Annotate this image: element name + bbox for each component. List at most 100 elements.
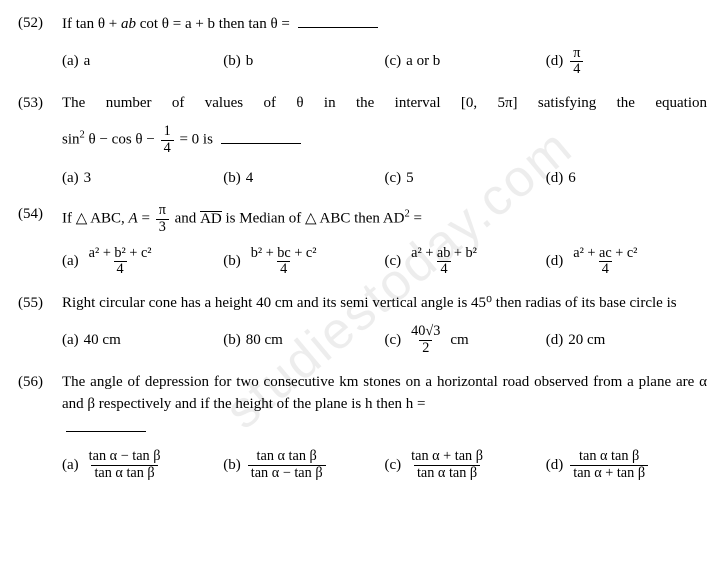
q52-ab: ab (121, 16, 136, 32)
qnum-56: (56) (18, 371, 62, 394)
q54-opt-c[interactable]: (c) a² + ab + b²4 (385, 246, 546, 278)
t3: is Median of △ ABC then AD (222, 211, 405, 227)
opt-val: 3 (84, 167, 92, 190)
opt-label: (c) (385, 50, 402, 73)
q52-opt-d[interactable]: (d) π4 (546, 46, 707, 78)
q52-opt-c[interactable]: (c) a or b (385, 50, 546, 73)
frac-num: 1 (161, 124, 174, 140)
opt-val: a (84, 50, 91, 73)
qnum-52: (52) (18, 12, 62, 35)
frac-den: 4 (277, 261, 290, 278)
frac-den: 2 (419, 340, 432, 357)
fraction: tan α tan βtan α + tan β (570, 449, 648, 481)
q53-opt-a[interactable]: (a) 3 (62, 167, 223, 190)
fraction: tan α tan βtan α − tan β (248, 449, 326, 481)
t4: = (410, 211, 422, 227)
q56-opt-b[interactable]: (b) tan α tan βtan α − tan β (223, 449, 384, 481)
blank-line (221, 128, 301, 144)
qtext-56: The angle of depression for two consecut… (62, 371, 707, 440)
opt-val: 40 cm (84, 329, 121, 352)
fraction: π3 (156, 203, 169, 235)
fraction: b² + bc + c²4 (248, 246, 320, 278)
opt-label: (b) (223, 167, 241, 190)
frac-den: 4 (570, 61, 583, 78)
opt-val: b (246, 50, 254, 73)
question-54: (54) If △ ABC, A = π3 and AD is Median o… (18, 203, 707, 278)
t2: and (171, 211, 200, 227)
opt-label: (b) (223, 50, 241, 73)
frac-num: 40√3 (408, 324, 443, 340)
q53-opt-b[interactable]: (b) 4 (223, 167, 384, 190)
frac-den: tan α tan β (414, 465, 480, 482)
frac-num: tan α − tan β (86, 449, 164, 465)
q52-text-before: If tan θ + (62, 16, 121, 32)
frac-den: 4 (437, 261, 450, 278)
eq: = (138, 211, 154, 227)
q56-opt-a[interactable]: (a) tan α − tan βtan α tan β (62, 449, 223, 481)
question-53: (53) The number of values of θ in the in… (18, 92, 707, 189)
opt-label: (d) (546, 454, 564, 477)
question-55: (55) Right circular cone has a height 40… (18, 292, 707, 357)
frac-den: 4 (114, 261, 127, 278)
qtext-54: If △ ABC, A = π3 and AD is Median of △ A… (62, 203, 707, 235)
q52-text-mid: cot θ = a + b then tan θ = (136, 16, 294, 32)
q56-opt-c[interactable]: (c) tan α + tan βtan α tan β (385, 449, 546, 481)
qtext-55: Right circular cone has a height 40 cm a… (62, 292, 707, 315)
frac-den: tan α + tan β (570, 465, 648, 482)
opt-val: 6 (568, 167, 576, 190)
question-52: (52) If tan θ + ab cot θ = a + b then ta… (18, 12, 707, 78)
opt-label: (c) (385, 454, 402, 477)
frac-den: 4 (161, 140, 174, 157)
frac-den: tan α − tan β (248, 465, 326, 482)
q55-opt-b[interactable]: (b) 80 cm (223, 329, 384, 352)
q56-opt-d[interactable]: (d) tan α tan βtan α + tan β (546, 449, 707, 481)
fraction: 40√32 (408, 324, 443, 356)
opt-label: (b) (223, 250, 241, 273)
q54-opt-b[interactable]: (b) b² + bc + c²4 (223, 246, 384, 278)
q52-opt-b[interactable]: (b) b (223, 50, 384, 73)
frac-num: a² + b² + c² (86, 246, 155, 262)
q55-opt-a[interactable]: (a) 40 cm (62, 329, 223, 352)
opt-label: (b) (223, 454, 241, 477)
opt-label: (d) (546, 50, 564, 73)
opt-label: (a) (62, 454, 79, 477)
qtext-53-eq: sin2 θ − cos θ − 14 = 0 is (62, 124, 707, 156)
eq-right: = 0 is (176, 132, 217, 148)
q54-opt-d[interactable]: (d) a² + ac + c²4 (546, 246, 707, 278)
fraction: π4 (570, 46, 583, 78)
frac-den: 3 (156, 219, 169, 236)
qnum-55: (55) (18, 292, 62, 315)
qtext-53-line1: The number of values of θ in the interva… (62, 92, 707, 115)
q54-opt-a[interactable]: (a) a² + b² + c²4 (62, 246, 223, 278)
t1: If △ ABC, (62, 211, 129, 227)
blank-line (66, 416, 146, 432)
frac-den: 4 (599, 261, 612, 278)
opt-label: (a) (62, 329, 79, 352)
question-56: (56) The angle of depression for two con… (18, 371, 707, 482)
opt-label: (a) (62, 167, 79, 190)
opt-val: 4 (246, 167, 254, 190)
frac-num: a² + ab + b² (408, 246, 480, 262)
q52-opt-a[interactable]: (a) a (62, 50, 223, 73)
q56-text: The angle of depression for two consecut… (62, 374, 707, 413)
qnum-53: (53) (18, 92, 62, 115)
frac-num: tan α tan β (576, 449, 642, 465)
q53-opt-d[interactable]: (d) 6 (546, 167, 707, 190)
opt-label: (b) (223, 329, 241, 352)
q55-opt-d[interactable]: (d) 20 cm (546, 329, 707, 352)
q55-opt-c[interactable]: (c) 40√32 cm (385, 324, 546, 356)
opt-label: (d) (546, 250, 564, 273)
fraction: tan α − tan βtan α tan β (86, 449, 164, 481)
sin-text: sin (62, 132, 80, 148)
frac-num: π (156, 203, 169, 219)
opt-val: 5 (406, 167, 414, 190)
frac-num: tan α + tan β (408, 449, 486, 465)
opt-val: 80 cm (246, 329, 283, 352)
opt-label: (d) (546, 329, 564, 352)
q53-opt-c[interactable]: (c) 5 (385, 167, 546, 190)
fraction: 14 (161, 124, 174, 156)
fraction: a² + ab + b²4 (408, 246, 480, 278)
qnum-54: (54) (18, 203, 62, 226)
opt-label: (c) (385, 250, 402, 273)
opt-val: a or b (406, 50, 440, 73)
